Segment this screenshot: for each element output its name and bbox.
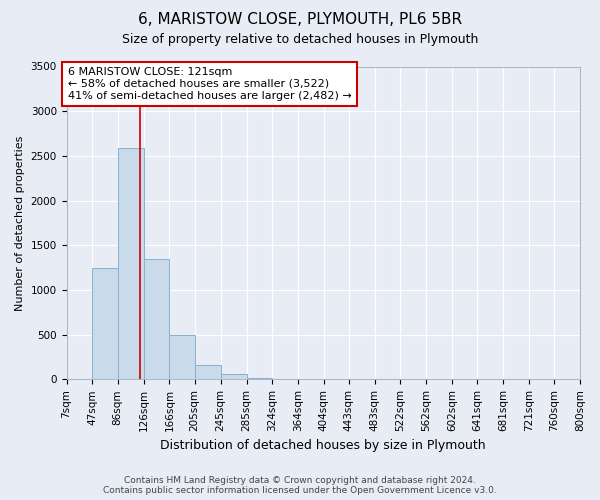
- Bar: [118, 148, 143, 380]
- X-axis label: Distribution of detached houses by size in Plymouth: Distribution of detached houses by size …: [160, 440, 486, 452]
- Bar: [169, 334, 195, 380]
- Text: 6, MARISTOW CLOSE, PLYMOUTH, PL6 5BR: 6, MARISTOW CLOSE, PLYMOUTH, PL6 5BR: [138, 12, 462, 28]
- Bar: [221, 374, 247, 380]
- Bar: [247, 378, 272, 380]
- Bar: [143, 258, 169, 380]
- Text: Size of property relative to detached houses in Plymouth: Size of property relative to detached ho…: [122, 32, 478, 46]
- Text: 6 MARISTOW CLOSE: 121sqm
← 58% of detached houses are smaller (3,522)
41% of sem: 6 MARISTOW CLOSE: 121sqm ← 58% of detach…: [68, 68, 352, 100]
- Bar: [92, 268, 118, 380]
- Text: Contains HM Land Registry data © Crown copyright and database right 2024.
Contai: Contains HM Land Registry data © Crown c…: [103, 476, 497, 495]
- Bar: [195, 366, 221, 380]
- Y-axis label: Number of detached properties: Number of detached properties: [15, 135, 25, 310]
